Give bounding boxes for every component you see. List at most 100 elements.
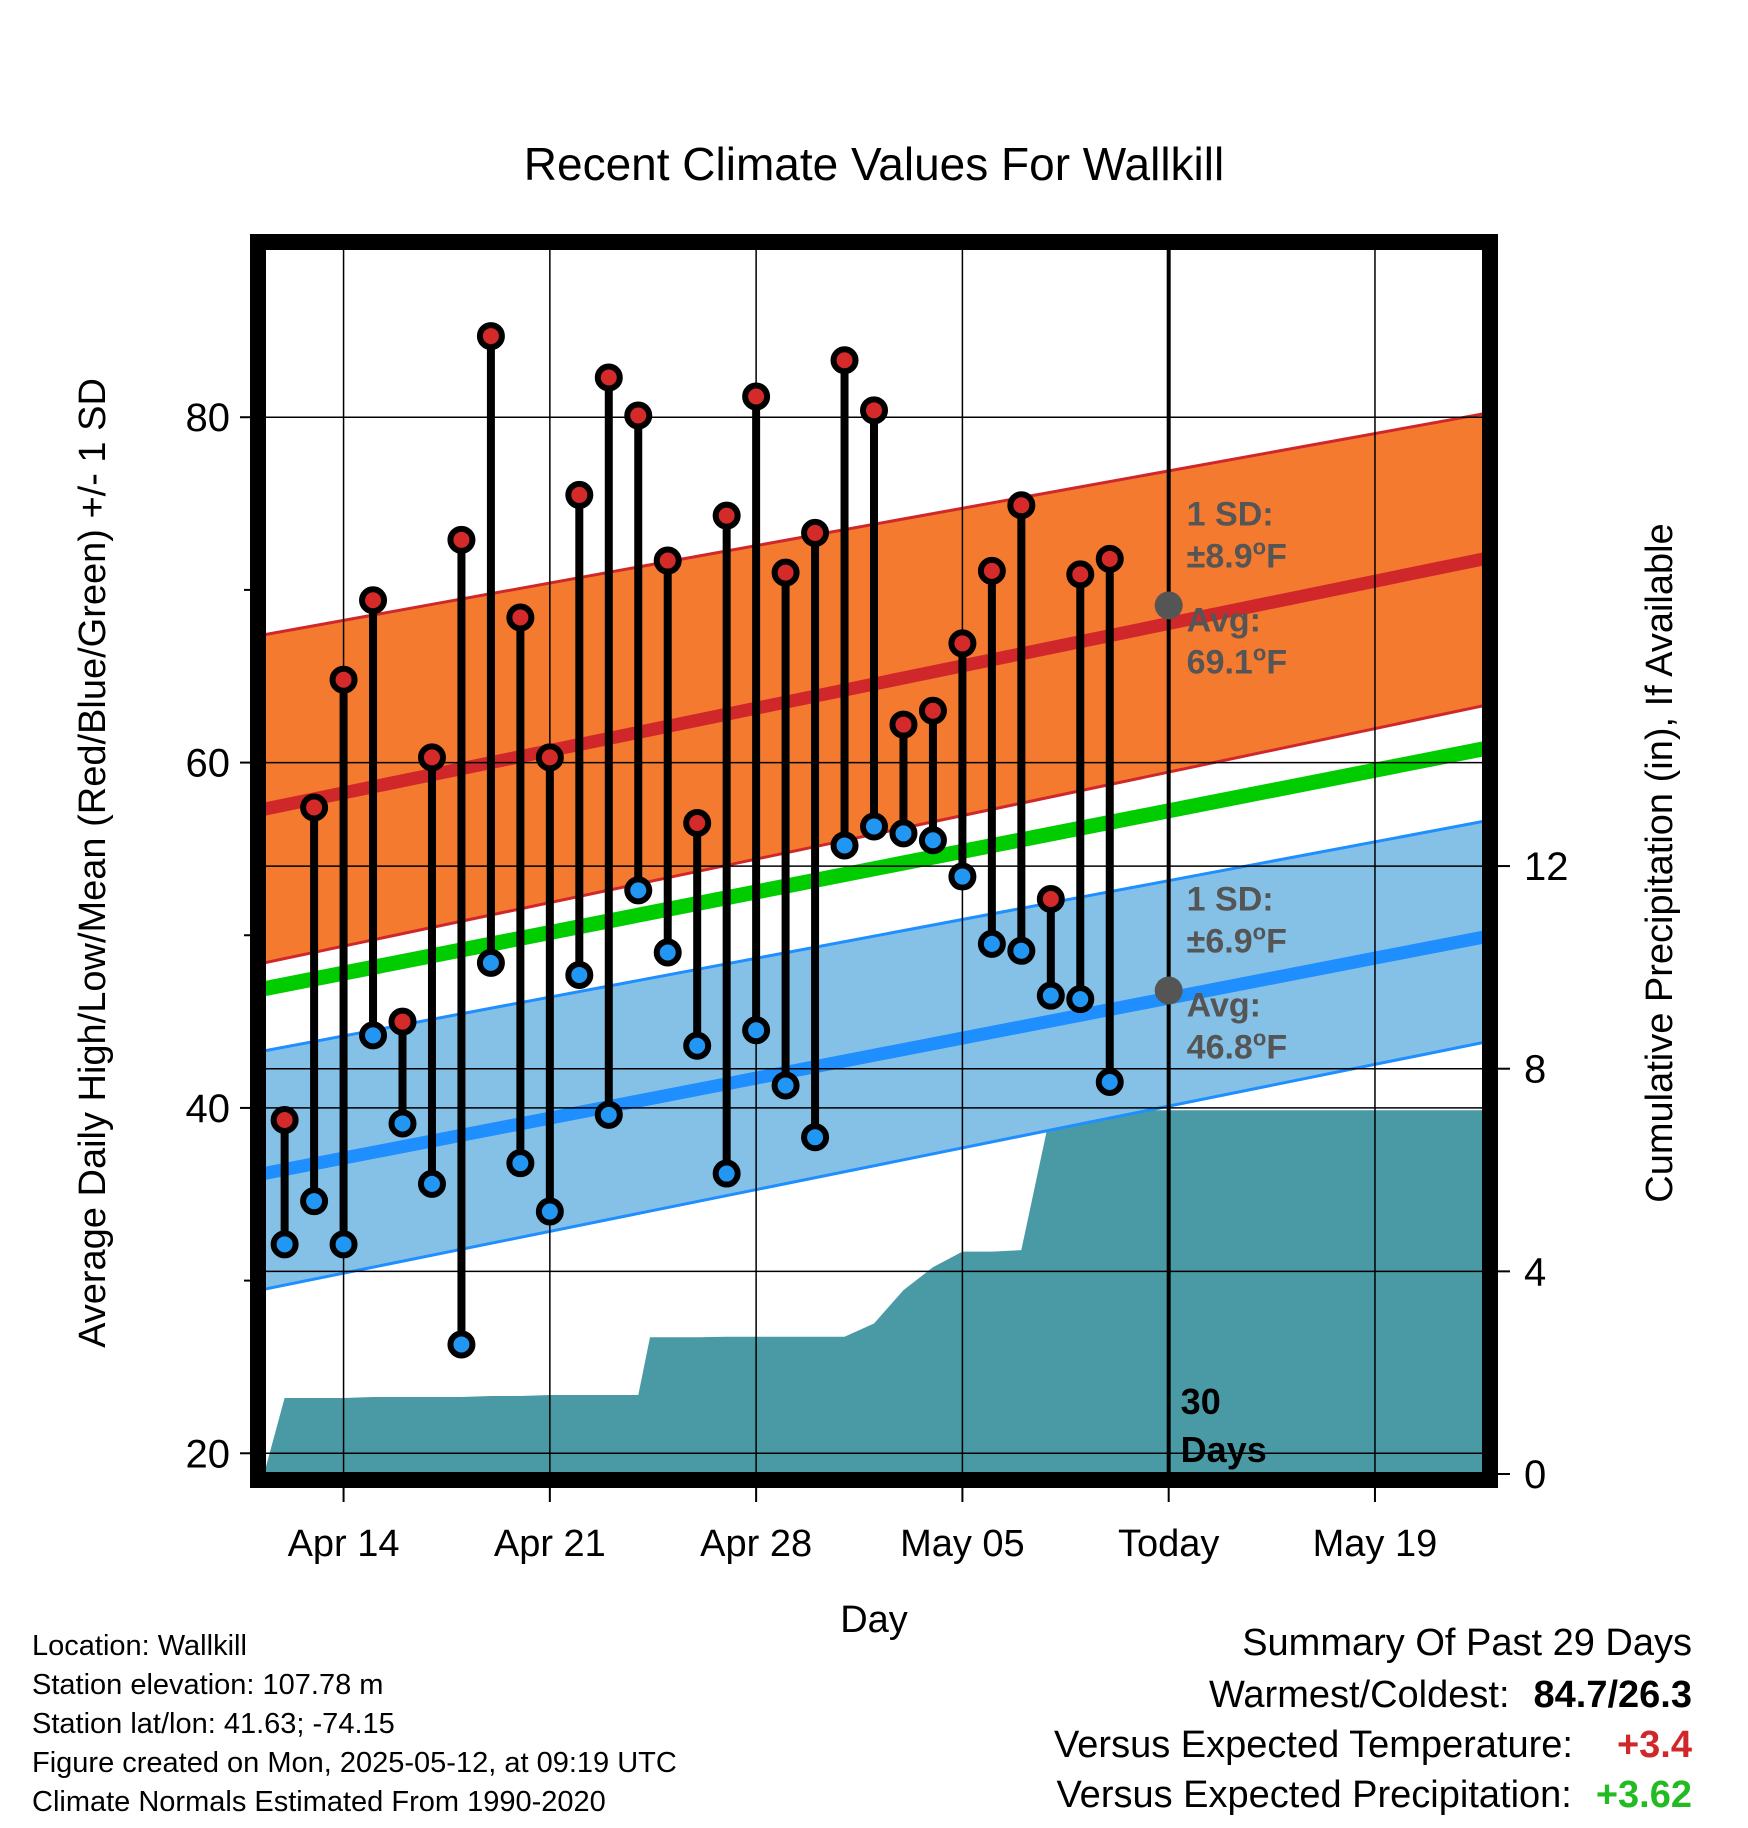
daily-low-point [447, 1330, 476, 1359]
daily-low-point [476, 948, 505, 977]
low-avg-line [264, 930, 1484, 1180]
summary-title: Summary Of Past 29 Days [1242, 1622, 1692, 1664]
daily-low-point [683, 1031, 712, 1060]
created-text: Figure created on Mon, 2025-05-12, at 09… [32, 1747, 677, 1779]
today-days-label-line2: Days [1181, 1429, 1267, 1470]
daily-low-point [918, 826, 947, 855]
low-band-lower-edge [264, 1040, 1484, 1291]
y-tick-label: 60 [186, 742, 231, 786]
daily-low-point [388, 1109, 417, 1138]
normals-source-text: Climate Normals Estimated From 1990-2020 [32, 1786, 606, 1818]
daily-high-point [948, 629, 977, 658]
high-sd-label: 1 SD: [1187, 495, 1274, 533]
latlon-text: Station lat/lon: 41.63; -74.15 [32, 1708, 395, 1740]
daily-low-point [1095, 1068, 1124, 1097]
precip-anomaly-row: Versus Expected Precipitation: +3.62 [1056, 1774, 1692, 1817]
y-axis-label: Average Daily High/Low/Mean (Red/Blue/Gr… [72, 378, 114, 1348]
high-avg-value: 69.1oF [1187, 640, 1287, 681]
y2-tick-label: 12 [1524, 845, 1569, 889]
daily-low-point [1066, 985, 1095, 1014]
daily-high-point [830, 346, 859, 375]
daily-high-point [565, 480, 594, 509]
temp-anomaly-label: Versus Expected Temperature: [1054, 1724, 1573, 1766]
daily-high-point [683, 809, 712, 838]
daily-low-point [270, 1230, 299, 1259]
x-tick-label: Apr 21 [494, 1523, 606, 1565]
today-days-label-line1: 30 [1181, 1381, 1221, 1422]
y2-axis-label: Cumulative Precipitation (in), If Availa… [1639, 523, 1681, 1202]
daily-high-point [653, 546, 682, 575]
chart-title: Recent Climate Values For Wallkill [524, 138, 1224, 190]
y2-tick-label: 4 [1524, 1250, 1546, 1294]
daily-high-point [889, 710, 918, 739]
daily-high-point [771, 558, 800, 587]
daily-low-point [1007, 936, 1036, 965]
precip-anomaly-label: Versus Expected Precipitation: [1056, 1774, 1572, 1816]
high-avg-label: Avg: [1187, 601, 1261, 639]
y-tick-label: 40 [186, 1087, 231, 1131]
daily-low-point [977, 929, 1006, 958]
high-avg-today-marker [1154, 591, 1183, 620]
daily-high-point [417, 743, 446, 772]
daily-high-point [300, 793, 329, 822]
daily-low-point [948, 862, 977, 891]
daily-low-point [801, 1123, 830, 1152]
low-avg-label: Avg: [1187, 987, 1261, 1025]
temp-anomaly-value: +3.4 [1616, 1724, 1692, 1766]
y2-tick-label: 0 [1524, 1453, 1546, 1497]
daily-high-point [1095, 544, 1124, 573]
daily-high-point [742, 382, 771, 411]
y2-tick-label: 8 [1524, 1048, 1546, 1092]
daily-high-point [712, 501, 741, 530]
y-tick-label: 20 [186, 1432, 231, 1476]
x-tick-label: Apr 28 [700, 1523, 812, 1565]
daily-high-point [977, 556, 1006, 585]
daily-low-point [1036, 981, 1065, 1010]
low-avg-today-marker [1154, 976, 1183, 1005]
temp-anomaly-row: Versus Expected Temperature: +3.4 [1054, 1724, 1692, 1767]
warmest-coldest-row: Warmest/Coldest: 84.7/26.3 [1209, 1674, 1692, 1717]
daily-high-point [329, 665, 358, 694]
daily-high-point [860, 396, 888, 425]
daily-low-point [742, 1016, 771, 1045]
daily-low-point [594, 1100, 623, 1129]
mean-avg-line [264, 741, 1484, 997]
y-tick-label: 80 [186, 396, 231, 440]
plot-frame [250, 234, 1498, 1488]
daily-high-point [447, 525, 476, 554]
x-axis-label: Day [840, 1599, 908, 1641]
low-band-upper-edge [264, 819, 1484, 1053]
warmest-coldest-value: 84.7/26.3 [1533, 1674, 1692, 1716]
daily-low-point [624, 876, 653, 905]
daily-high-point [359, 586, 388, 615]
elevation-text: Station elevation: 107.78 m [32, 1669, 384, 1701]
daily-high-point [1066, 560, 1095, 589]
daily-low-point [830, 831, 859, 860]
low-sd-value: ±6.9oF [1187, 920, 1287, 961]
x-tick-label: May 05 [900, 1523, 1025, 1565]
precip-anomaly-value: +3.62 [1595, 1774, 1692, 1816]
high-sd-value: ±8.9oF [1187, 534, 1287, 575]
plot-clipped-layer: 30 Days [264, 248, 1484, 1474]
daily-high-point [918, 696, 947, 725]
daily-high-point [801, 518, 830, 547]
daily-low-point [653, 938, 682, 967]
daily-low-point [359, 1021, 388, 1050]
low-avg-value: 46.8oF [1187, 1026, 1287, 1067]
daily-high-point [476, 322, 505, 351]
daily-high-point [624, 401, 653, 430]
precip-area [264, 1110, 1484, 1474]
daily-low-point [329, 1230, 358, 1259]
daily-low-point [889, 819, 918, 848]
low-sd-label: 1 SD: [1187, 881, 1274, 919]
daily-high-point [388, 1007, 417, 1036]
warmest-coldest-label: Warmest/Coldest: [1208, 1674, 1510, 1716]
daily-low-point [565, 960, 594, 989]
daily-high-point [594, 363, 623, 392]
daily-high-point [270, 1106, 299, 1135]
daily-low-point [535, 1197, 564, 1226]
x-tick-label: May 19 [1313, 1523, 1438, 1565]
daily-low-point [300, 1187, 329, 1216]
